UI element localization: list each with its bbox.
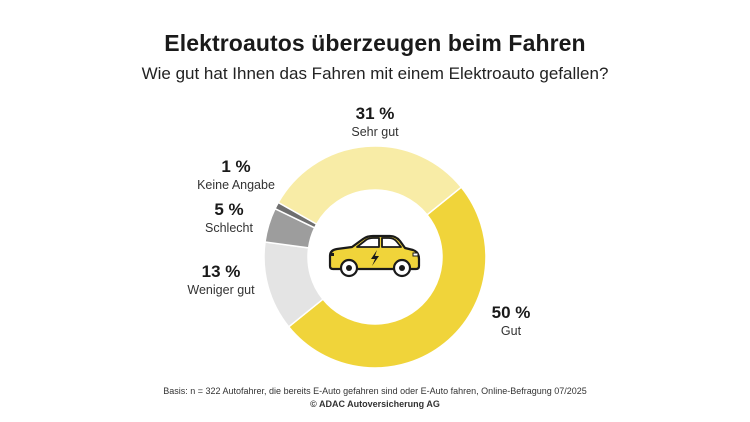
slice-category-label: Keine Angabe xyxy=(197,178,275,192)
slice-value-label: 50 % xyxy=(492,303,531,322)
chart-title: Elektroautos überzeugen beim Fahren xyxy=(164,30,586,56)
slice-category-label: Gut xyxy=(501,324,522,338)
chart-subtitle: Wie gut hat Ihnen das Fahren mit einem E… xyxy=(141,64,609,83)
slice-category-label: Weniger gut xyxy=(187,283,255,297)
slice-value-label: 13 % xyxy=(202,262,241,281)
footer-basis: Basis: n = 322 Autofahrer, die bereits E… xyxy=(163,386,587,396)
slice-value-label: 1 % xyxy=(221,157,250,176)
electric-car-icon xyxy=(328,234,421,278)
slice-value-label: 31 % xyxy=(356,104,395,123)
slice-category-label: Sehr gut xyxy=(351,125,399,139)
slice-value-label: 5 % xyxy=(214,200,243,219)
slice-sehr-gut xyxy=(277,145,463,226)
slice-gut xyxy=(287,186,487,369)
slice-category-label: Schlecht xyxy=(205,221,253,235)
footer-copyright: © ADAC Autoversicherung AG xyxy=(310,399,440,409)
